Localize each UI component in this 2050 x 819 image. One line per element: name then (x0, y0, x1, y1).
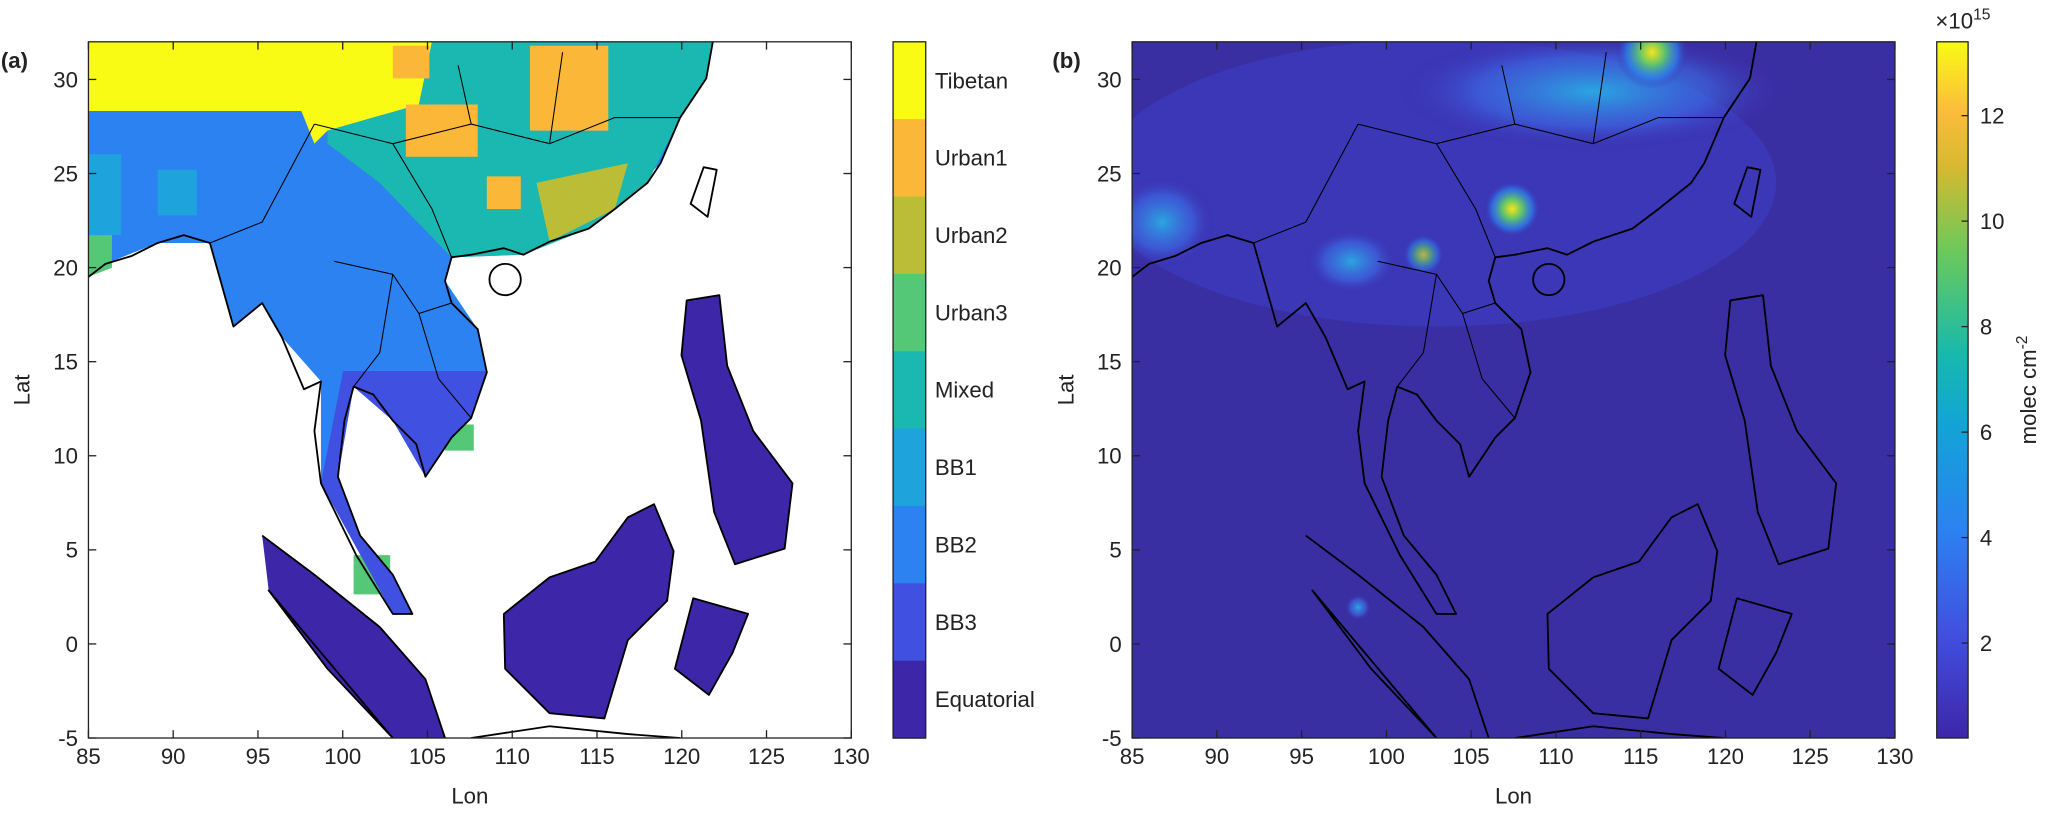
axes-frame (87, 41, 852, 739)
y-tick-label: 20 (53, 255, 78, 280)
y-tick-label: 5 (1109, 538, 1121, 563)
colorbar-swatch (893, 119, 926, 198)
x-tick-label: 105 (1453, 744, 1490, 769)
colorbar-category-label: BB2 (935, 532, 977, 557)
x-tick-label: 115 (1623, 744, 1658, 769)
colorbar-frame (892, 41, 927, 739)
colorbar-tick-label: 6 (1980, 420, 1992, 445)
colorbar-tick-label: 12 (1980, 103, 2005, 128)
y-tick-label: 30 (53, 67, 78, 92)
x-tick-label: 100 (1368, 744, 1405, 769)
x-tick-label: 100 (324, 744, 361, 769)
x-tick-label: 105 (409, 744, 446, 769)
y-tick-label: -5 (1102, 726, 1122, 751)
colorbar-label-unit: molec cm (2016, 349, 2041, 444)
colorbar (1936, 41, 1969, 739)
y-tick-label: 0 (66, 632, 78, 657)
colorbar-exponent: ×1015 (1935, 7, 1990, 34)
colorbar-label-power: -2 (2014, 335, 2031, 349)
panel-label: (a) (1, 48, 28, 73)
x-tick-label: 130 (1876, 744, 1913, 769)
colorbar-tick-label: 2 (1980, 631, 1992, 656)
x-tick-label: 115 (579, 744, 614, 769)
x-axis-label: Lon (1495, 783, 1532, 808)
colorbar-category-label: Tibetan (935, 68, 1008, 93)
x-axis-label: Lon (451, 783, 488, 808)
map-a (88, 41, 852, 739)
x-tick-label: 90 (1205, 744, 1230, 769)
y-tick-label: 10 (1097, 444, 1122, 469)
colorbar-swatch (893, 505, 926, 584)
colorbar-tick-label: 4 (1980, 525, 1992, 550)
x-tick-label: 110 (495, 744, 530, 769)
y-tick-label: 0 (1109, 632, 1121, 657)
colorbar-swatch (893, 41, 926, 120)
map-b (1132, 41, 1895, 739)
y-tick-label: -5 (58, 726, 78, 751)
colorbar-swatch (893, 428, 926, 507)
colorbar-label: molec cm-2 (2014, 335, 2041, 444)
colorbar-category-label: Urban2 (935, 223, 1008, 248)
x-tick-label: 125 (748, 744, 785, 769)
y-tick-label: 15 (53, 350, 78, 375)
colorbar-category-label: Urban1 (935, 146, 1008, 171)
y-axis-label: Lat (1053, 374, 1078, 405)
y-tick-label: 15 (1097, 350, 1122, 375)
panel-label: (b) (1052, 48, 1080, 73)
colorbar-category-label: Mixed (935, 378, 994, 403)
exponent-power: 15 (1973, 7, 1991, 24)
y-tick-label: 25 (1097, 161, 1122, 186)
colorbar-category-label: Equatorial (935, 687, 1035, 712)
y-tick-label: 10 (53, 444, 78, 469)
axes-layer: 85 90 95 100 105 110 115 120 125 130-505101520253… (1, 7, 2041, 809)
colorbar-swatch (893, 196, 926, 275)
colorbar-category-label: BB1 (935, 455, 977, 480)
y-tick-label: 30 (1097, 67, 1122, 92)
x-tick-label: 85 (76, 744, 101, 769)
x-tick-label: 110 (1538, 744, 1573, 769)
colorbar-swatch (893, 660, 926, 739)
y-tick-label: 25 (53, 161, 78, 186)
colorbar-swatch (893, 583, 926, 662)
x-tick-label: 95 (246, 744, 271, 769)
colorbar-swatch (893, 351, 926, 430)
x-tick-label: 90 (161, 744, 186, 769)
colorbar-tick-label: 10 (1980, 209, 2005, 234)
colorbar-tick-label: 8 (1980, 314, 1992, 339)
x-tick-label: 130 (833, 744, 870, 769)
x-tick-label: 95 (1289, 744, 1314, 769)
colorbar-swatch (893, 273, 926, 352)
y-axis-label: Lat (10, 374, 35, 405)
colorbar-category-label: Urban3 (935, 300, 1008, 325)
exponent-base: ×10 (1935, 9, 1973, 34)
x-tick-label: 120 (663, 744, 700, 769)
y-tick-label: 20 (1097, 255, 1122, 280)
x-tick-label: 125 (1792, 744, 1829, 769)
y-tick-label: 5 (66, 538, 78, 563)
x-tick-label: 120 (1707, 744, 1744, 769)
colorbar-category-label: BB3 (935, 610, 977, 635)
x-tick-label: 85 (1120, 744, 1145, 769)
axes-frame (1131, 41, 1896, 739)
